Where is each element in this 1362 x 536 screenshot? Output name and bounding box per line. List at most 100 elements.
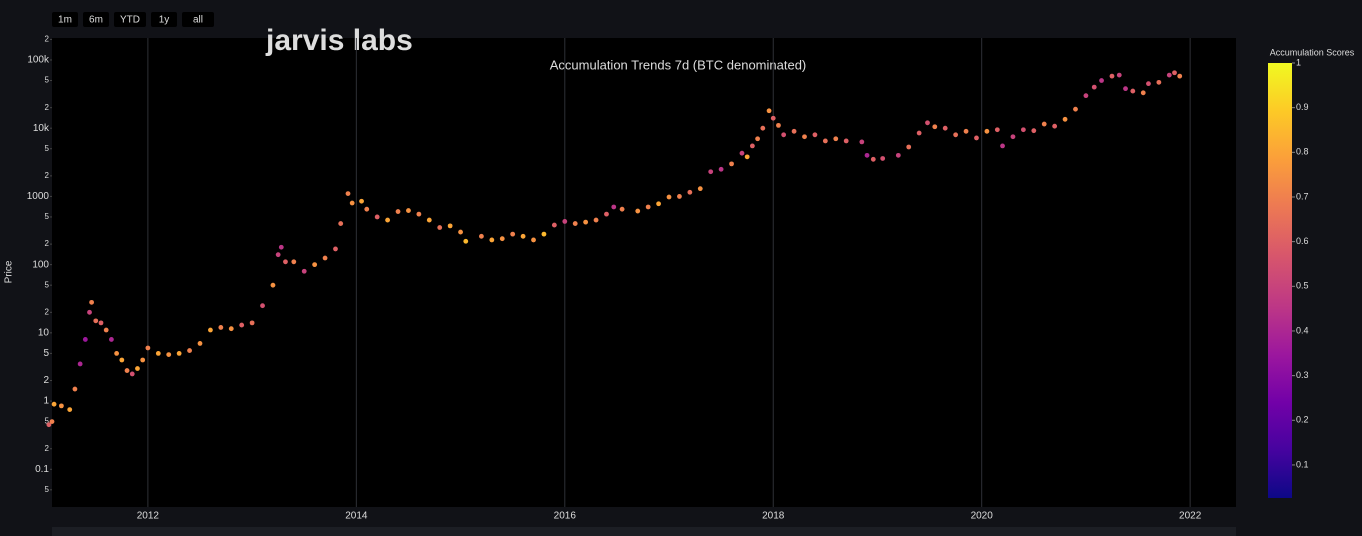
data-point (338, 221, 344, 226)
data-point (291, 259, 297, 265)
x-tick-label: 2022 (1179, 511, 1202, 522)
data-point (916, 130, 922, 136)
y-tick-label: 2 (45, 239, 50, 248)
data-point (984, 128, 990, 134)
range-button[interactable] (114, 12, 146, 27)
data-point (749, 143, 755, 149)
data-point (541, 231, 547, 237)
data-point (187, 348, 192, 353)
range-button[interactable] (182, 12, 214, 27)
logo: jarvis labs (265, 24, 413, 57)
data-point (604, 211, 609, 217)
x-tick-label: 2020 (971, 511, 994, 522)
data-point (739, 150, 745, 156)
y-tick-label: 2 (45, 444, 50, 453)
range-button[interactable] (52, 12, 78, 27)
colorbar-tick-label: 0.5 (1296, 281, 1309, 291)
colorbar-tick-label: 0.4 (1296, 325, 1309, 335)
data-point (760, 125, 766, 131)
data-point (729, 161, 734, 167)
range-button-label[interactable]: 1y (159, 15, 170, 26)
data-point (322, 255, 328, 261)
data-point (437, 225, 443, 230)
range-slider (52, 527, 1236, 536)
data-point (114, 350, 120, 356)
data-point (619, 206, 625, 212)
y-tick-label: 100 (32, 259, 49, 270)
range-button-label[interactable]: 1m (58, 15, 72, 26)
data-point (864, 152, 870, 158)
data-point (197, 341, 203, 346)
x-tick-label: 2012 (137, 511, 160, 522)
data-point (656, 201, 661, 207)
data-point (859, 139, 865, 145)
data-point (1091, 84, 1097, 90)
data-point (611, 204, 617, 210)
data-point (666, 194, 672, 200)
data-point (1083, 93, 1089, 99)
data-point (275, 252, 281, 258)
chart-title: Accumulation Trends 7d (BTC denominated) (550, 57, 807, 72)
data-point (1073, 106, 1078, 112)
data-point (239, 322, 245, 328)
data-point (479, 233, 484, 239)
data-point (583, 219, 589, 225)
data-point (395, 209, 401, 214)
data-point (766, 108, 772, 114)
data-point (1010, 134, 1016, 140)
data-point (82, 337, 88, 342)
data-point (974, 135, 979, 141)
data-point (802, 134, 807, 140)
data-point (1140, 90, 1146, 96)
range-buttons: 1m 6m YTD 1y all (52, 12, 214, 27)
data-point (301, 268, 307, 274)
plot-area (52, 38, 1236, 507)
colorbar-title: Accumulation Scores (1270, 47, 1355, 57)
data-point (1177, 73, 1183, 79)
data-point (145, 345, 151, 351)
data-point (93, 318, 99, 324)
data-point (1116, 72, 1122, 78)
data-point (129, 371, 135, 377)
y-tick-label: 2 (45, 307, 50, 316)
data-point (687, 189, 693, 195)
data-point (572, 221, 578, 226)
data-point (124, 368, 130, 373)
data-point (270, 282, 276, 288)
y-tick-label: 5 (45, 76, 50, 85)
data-point (1031, 128, 1037, 134)
data-point (1156, 79, 1162, 85)
data-point (345, 191, 351, 196)
colorbar-tick-label: 0.9 (1296, 102, 1309, 112)
colorbar-tick-label: 0.3 (1296, 370, 1309, 380)
data-point (447, 223, 453, 229)
data-point (1020, 127, 1026, 133)
data-point (833, 136, 839, 142)
data-point (744, 154, 750, 160)
data-point (49, 419, 55, 425)
range-button-label[interactable]: YTD (120, 15, 140, 26)
data-point (278, 244, 284, 250)
data-point (218, 325, 224, 330)
y-tick-label: 2 (43, 375, 49, 386)
y-tick-label: 5 (45, 212, 50, 221)
data-point (109, 337, 114, 342)
data-point (416, 211, 422, 217)
data-point (1062, 116, 1068, 122)
range-button[interactable] (83, 12, 109, 27)
data-point (463, 238, 469, 244)
data-point (140, 357, 146, 363)
y-tick-label: 5 (45, 485, 50, 494)
range-button-label[interactable]: 6m (89, 15, 103, 26)
y-tick-label: 2 (45, 35, 50, 44)
y-tick-label: 5 (45, 280, 50, 289)
colorbar-tick-label: 1 (1296, 57, 1301, 67)
y-tick-label: 5 (45, 417, 50, 426)
data-point (718, 166, 724, 172)
range-button[interactable] (151, 12, 177, 27)
data-point (426, 217, 432, 223)
range-button-label[interactable]: all (193, 15, 203, 26)
data-point (155, 350, 161, 356)
data-point (551, 222, 557, 228)
